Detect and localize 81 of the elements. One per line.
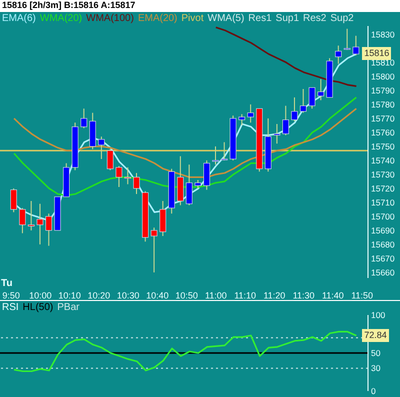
chart-title: 15816 [2h/3m] B:15816 A:15817 [2,0,136,11]
candlestick [212,146,219,166]
y-tick-label: 15740 [371,155,395,166]
y-tick-label: 15780 [371,99,395,110]
candlestick [318,78,324,101]
candlestick [36,203,44,245]
candlestick [19,208,26,234]
text: WMA(20) [40,13,82,24]
candlestick [116,166,122,188]
candlestick [247,104,254,124]
x-tick-label: 10:30 [116,290,140,300]
candlestick [133,172,140,194]
ref-line-label: Pivot [181,13,204,24]
candlestick [335,45,342,64]
candlestick [10,188,17,213]
y-tick-label: 15670 [371,253,395,264]
annotation: 15816 [362,47,392,60]
x-tick-label: 10:20 [88,290,110,300]
x-tick-label: 11:40 [322,290,344,300]
annotation: 72.84 [362,328,389,342]
line-series [215,26,358,87]
y-tick-label: 15730 [371,169,395,180]
candlestick [238,114,246,126]
x-tick-label: 10:40 [146,290,169,300]
text: Res1 [248,13,272,24]
ref-line-label: HL(50) [22,302,54,313]
candlestick [177,156,184,206]
x-tick-label: 10:50 [175,290,198,300]
y-tick-label: 15690 [371,225,395,236]
text: WMA(5) [208,13,244,24]
candlestick [106,148,114,171]
chart-title: RSI [2,302,19,313]
text: WMA(100) [86,13,134,24]
y-tick-label: 100 [371,310,386,320]
y-tick-label: 30 [371,363,381,374]
x-tick-label: 10:00 [29,290,52,300]
y-tick-label: 15710 [371,197,395,208]
y-tick-label: 15680 [371,239,395,250]
candlestick [160,200,166,236]
text: EMA(20) [138,13,178,24]
y-tick-label: 50 [371,348,381,358]
candlestick [98,136,105,160]
candlestick [80,108,88,129]
y-tick-label: 0 [371,386,376,396]
y-tick-label: 15770 [371,113,395,124]
x-axis-title: Tu [1,278,12,289]
candlestick [282,105,289,136]
y-tick-label: 15800 [371,71,395,82]
candlestick [28,200,35,231]
text: Res2 [303,13,326,24]
x-tick-label: 11:00 [204,290,227,300]
x-tick-label: 9:50 [2,290,20,300]
y-tick-label: 15700 [371,211,395,222]
x-tick-label: 10:10 [58,290,81,300]
x-tick-label: 11:30 [292,290,315,300]
text: EMA(6) [2,13,36,24]
candlestick [344,28,350,50]
y-tick-label: 15790 [371,85,395,96]
candlestick [186,164,192,206]
candlestick [124,166,132,185]
text: PBar [57,302,80,313]
candlestick [203,160,210,190]
candlestick [45,213,52,246]
x-tick-label: 11:10 [234,290,256,300]
candlestick [220,142,228,161]
y-tick-label: 15720 [371,183,395,194]
line-series [13,330,358,372]
candlestick [150,227,158,273]
text: Sup2 [330,13,354,24]
candlestick [308,87,316,110]
candlestick [352,35,360,56]
x-tick-label: 11:50 [351,290,374,300]
candlestick [274,124,280,144]
x-tick-label: 11:20 [263,290,286,300]
candlestick [291,96,298,122]
y-tick-label: 15830 [371,29,395,40]
candlestick [300,88,307,114]
y-tick-label: 15660 [371,267,395,278]
y-tick-label: 15750 [371,141,395,152]
text: Sup1 [276,13,300,24]
y-tick-label: 15760 [371,127,395,138]
